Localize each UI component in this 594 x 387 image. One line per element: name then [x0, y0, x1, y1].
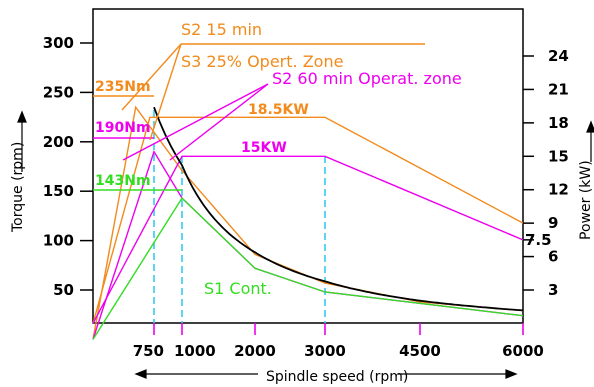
left-tick-label-250: 250: [43, 83, 74, 101]
x-axis-title: Spindle speed (rpm): [266, 369, 408, 385]
left-axis-ticks: 50 100 150 200 250 300: [43, 34, 93, 299]
label-18-5kw: 18.5KW: [248, 102, 309, 118]
arrow-right-axis-head: [586, 120, 594, 133]
series-4-line: [92, 196, 524, 340]
label-143nm: 143Nm: [95, 173, 151, 189]
annotation-leaders: [121, 43, 269, 161]
x-tick-label-4500: 4500: [399, 342, 441, 360]
left-tick-label-300: 300: [43, 34, 74, 52]
x-tick-label-3000: 3000: [304, 342, 346, 360]
left-tick-label-100: 100: [43, 232, 74, 250]
right-tick-label-21: 21: [548, 80, 569, 98]
y-axis-left-title: Torque (rpm): [10, 142, 26, 233]
annotation-s2-60: S2 60 min Operat. zone: [272, 69, 462, 88]
right-tick-label-6: 6: [548, 248, 558, 266]
x-axis-ticks: 750 1000 2000 3000 4500 6000: [133, 323, 544, 360]
series-1-line: [92, 116, 524, 324]
leader-s3: [121, 43, 182, 111]
leader-s3-b: [149, 43, 182, 141]
axis-arrows: [17, 110, 594, 379]
right-tick-label-18: 18: [548, 114, 569, 132]
y-axis-right-title: Power (kW): [578, 160, 594, 240]
right-tick-label-7.5: 7.5: [525, 231, 552, 249]
arrow-x-right-head: [505, 369, 518, 379]
series-0-line: [92, 105, 524, 340]
annotation-s1: S1 Cont.: [204, 279, 272, 298]
x-tick-label-1000: 1000: [174, 342, 216, 360]
curves-layer: [92, 105, 524, 340]
series-3-line: [92, 155, 524, 324]
x-tick-label-2000: 2000: [234, 342, 276, 360]
label-190nm: 190Nm: [95, 120, 151, 136]
label-15kw: 15KW: [241, 140, 287, 156]
torque-limit-curve: [153, 106, 524, 312]
label-235nm: 235Nm: [95, 79, 151, 95]
right-tick-label-24: 24: [548, 47, 569, 65]
x-tick-label-6000: 6000: [502, 342, 544, 360]
x-tick-label-750: 750: [133, 342, 164, 360]
right-tick-label-9: 9: [548, 214, 558, 232]
corner-speed-lines: [153, 110, 326, 323]
plot-frame: [92, 8, 524, 324]
annotation-s3-25: S3 25% Opert. Zone: [181, 52, 343, 71]
right-tick-label-12: 12: [548, 181, 569, 199]
series-2-line: [92, 150, 524, 340]
left-tick-label-200: 200: [43, 133, 74, 151]
right-axis-ticks: 3 67.59 12 15 18 21 24: [523, 47, 569, 299]
leader-s2-60-a: [122, 83, 269, 161]
arrow-x-left-head: [134, 369, 147, 379]
torque-level-markers: [93, 95, 182, 191]
annotation-s2-15: S2 15 min: [181, 20, 262, 39]
leader-s2-60-b: [169, 83, 269, 161]
left-tick-label-50: 50: [53, 281, 74, 299]
right-tick-label-3: 3: [548, 281, 558, 299]
left-tick-label-150: 150: [43, 182, 74, 200]
arrow-left-axis-head: [17, 110, 27, 123]
right-tick-label-15: 15: [548, 147, 569, 165]
